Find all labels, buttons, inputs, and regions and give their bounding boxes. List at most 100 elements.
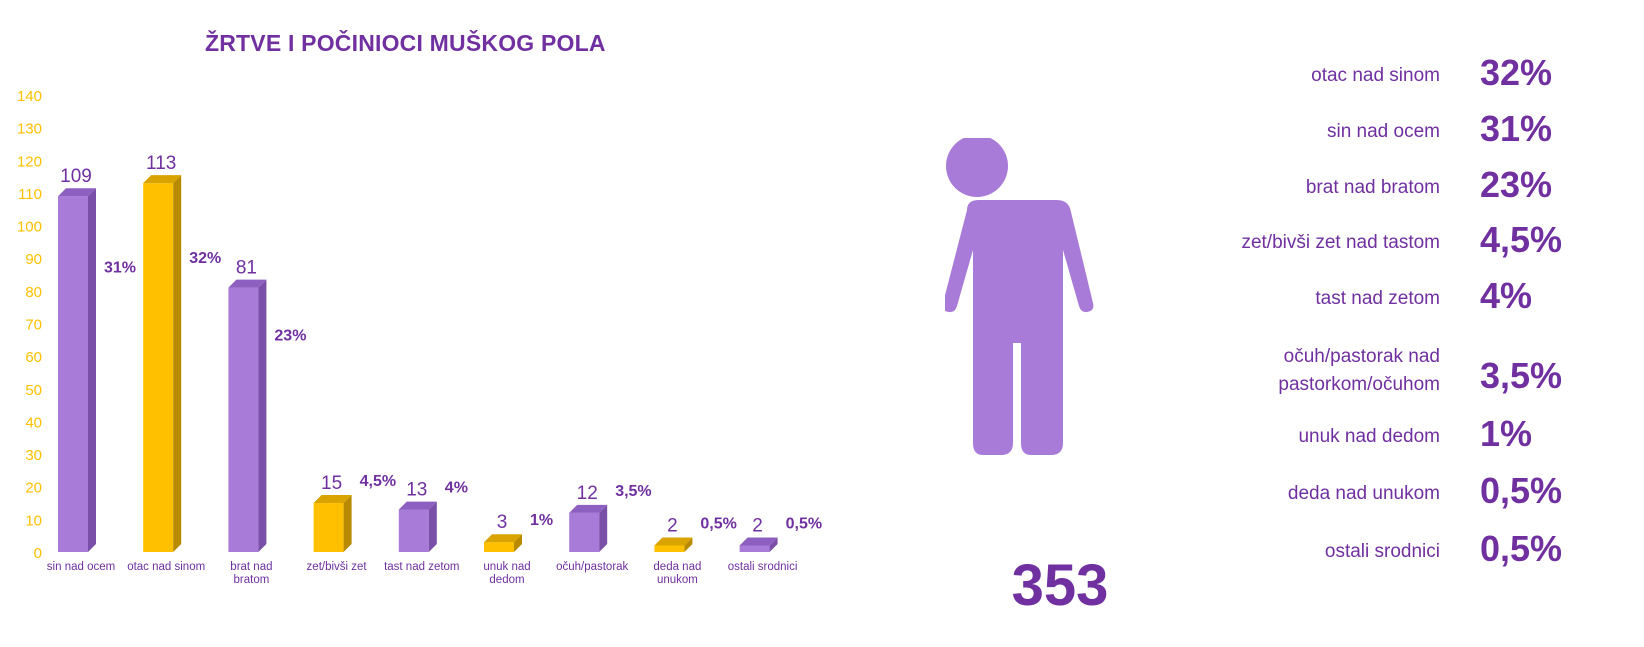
bar-value-label: 12 [577,483,598,504]
x-tick-label: očuh/pastorak [556,561,628,573]
bar [654,545,685,552]
y-tick-label: 110 [18,186,42,203]
y-tick-label: 10 [25,512,42,529]
bar-value-label: 2 [752,515,763,536]
bar-side [258,279,267,552]
bar-top [398,501,437,510]
bar-percent-label: 1% [530,512,553,529]
bar-percent-label: 0,5% [700,515,736,532]
breakdown-label: otac nad sinom [1080,62,1440,90]
breakdown-percent: 31% [1480,108,1553,149]
y-tick-label: 80 [25,284,42,301]
bar-percent-label: 3,5% [615,483,651,500]
y-tick-label: 140 [17,88,42,105]
bar-value-label: 81 [236,258,257,279]
percent-breakdown-list: otac nad sinom 32% sin nad ocem 31% brat nad… [1120,0,1640,647]
bar [58,196,88,552]
x-tick-label: bratom [234,574,270,586]
y-tick-label: 50 [25,382,42,399]
breakdown-label-line: očuh/pastorak nad [1283,346,1440,367]
y-tick-label: 60 [25,349,42,366]
person-icon [945,138,1094,455]
breakdown-percent: 0,5% [1480,528,1563,569]
bar-top [739,537,778,546]
x-tick-label: dedom [489,574,524,586]
breakdown-label-line: deda nad unukom [1287,483,1440,504]
breakdown-label: brat nad bratom [1080,174,1440,202]
breakdown-label-line: otac nad sinom [1311,65,1440,86]
x-tick-label: otac nad sinom [127,561,205,573]
bar-percent-label: 0,5% [786,515,822,532]
bar-top [569,504,608,513]
bar-percent-label: 23% [274,327,306,344]
y-tick-label: 130 [17,121,42,138]
breakdown-label-line: sin nad ocem [1326,121,1440,142]
breakdown-label-line: unuk nad dedom [1298,426,1440,447]
y-tick-label: 100 [17,219,42,236]
bar-percent-label: 32% [189,250,221,267]
y-tick-label: 40 [25,414,42,431]
bar-value-label: 109 [60,166,92,187]
breakdown-percent: 4% [1480,275,1533,316]
bar-value-label: 15 [321,473,342,494]
breakdown-label-line: ostali srodnici [1324,541,1440,562]
y-tick-label: 90 [25,251,42,268]
bar-side [428,501,437,552]
breakdown-label-line: brat nad bratom [1305,177,1440,198]
bar-value-label: 3 [497,512,508,533]
bar [313,503,344,552]
breakdown-percent: 0,5% [1480,470,1563,511]
bar [398,509,429,552]
breakdown-percent: 23% [1480,164,1553,205]
breakdown-label: sin nad ocem [1080,118,1440,146]
breakdown-percent: 4,5% [1480,219,1563,260]
x-tick-label: deda nad [653,561,701,573]
bar-top [58,188,96,197]
bar-percent-label: 31% [104,260,136,277]
y-tick-label: 70 [25,317,42,334]
bar-percent-label: 4% [445,480,468,497]
breakdown-label: očuh/pastorak nad pastorkom/očuhom [1080,343,1440,399]
breakdown-label: zet/bivši zet nad tastom [1080,229,1440,257]
bar [569,512,600,552]
x-tick-label: unuk nad [483,561,530,573]
x-tick-label: ostali srodnici [728,561,798,573]
bar-top [313,495,352,504]
bar-side [88,188,96,552]
bar-value-label: 13 [406,480,427,501]
bar-side [599,504,608,552]
bar-percent-label: 4,5% [360,473,396,490]
y-tick-label: 0 [34,545,42,562]
y-tick-label: 20 [25,480,42,497]
x-tick-label: sin nad ocem [47,561,115,573]
breakdown-percent: 32% [1480,52,1553,93]
x-tick-label: tast nad zetom [384,561,459,573]
breakdown-label: unuk nad dedom [1080,423,1440,451]
bar-top [484,534,522,543]
breakdown-label: deda nad unukom [1080,480,1440,508]
bar-value-label: 2 [667,515,678,536]
bar-side [173,175,182,552]
bar-chart: 010203040506070809010011012013014010931%… [17,88,822,586]
bar-side [343,495,352,552]
y-tick-label: 120 [17,153,42,170]
bar-top [654,537,693,546]
breakdown-label: tast nad zetom [1080,285,1440,313]
x-tick-label: brat nad [230,561,272,573]
breakdown-percent: 1% [1480,413,1533,454]
bar [228,287,259,552]
breakdown-label-line: tast nad zetom [1315,288,1440,309]
bar-side [514,534,522,552]
bar-value-label: 113 [146,153,176,174]
x-tick-label: unukom [657,574,698,586]
breakdown-label: ostali srodnici [1080,538,1440,566]
bar-top [143,175,182,184]
breakdown-label-line: pastorkom/očuhom [1278,374,1440,395]
x-tick-label: zet/bivši zet [307,561,368,573]
bar-side [769,537,778,552]
bar [143,183,174,552]
y-tick-label: 30 [25,447,42,464]
chart-title: ŽRTVE I POČINIOCI MUŠKOG POLA [205,30,606,56]
bar-side [684,537,693,552]
bar-top [228,279,267,288]
